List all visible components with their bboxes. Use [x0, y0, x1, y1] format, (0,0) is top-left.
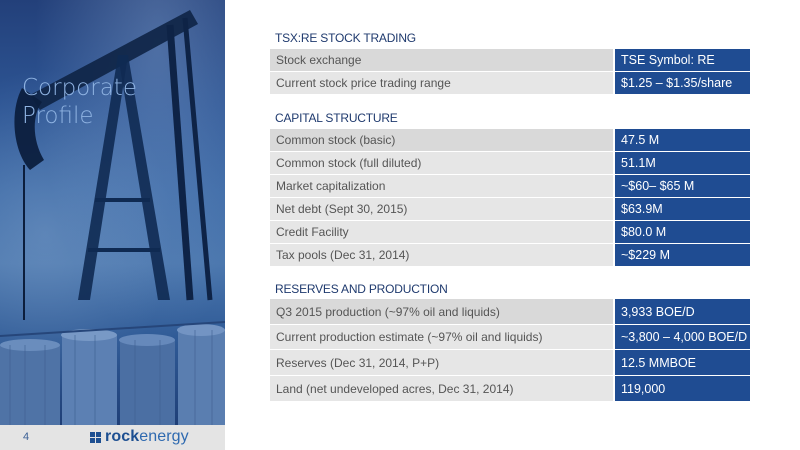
- table-row: Credit Facility $80.0 M: [270, 221, 750, 243]
- section-title-stock-trading: TSX:RE STOCK TRADING: [275, 31, 416, 45]
- oil-pumpjack-photo: Corporate Profile: [0, 0, 225, 425]
- row-value: $80.0 M: [615, 221, 750, 243]
- row-value: 3,933 BOE/D: [615, 299, 750, 324]
- page-title: Corporate Profile: [22, 74, 137, 130]
- row-label: Net debt (Sept 30, 2015): [270, 198, 613, 220]
- row-value: 51.1M: [615, 152, 750, 174]
- table-row: Market capitalization ~$60– $65 M: [270, 175, 750, 197]
- row-value: ~3,800 – 4,000 BOE/D: [615, 325, 750, 349]
- section-title-reserves-production: RESERVES AND PRODUCTION: [275, 282, 448, 296]
- logo-mark-icon: [90, 431, 101, 443]
- logo-text-light: energy: [139, 428, 189, 445]
- table-row: Net debt (Sept 30, 2015) $63.9M: [270, 198, 750, 220]
- section-title-capital-structure: CAPITAL STRUCTURE: [275, 111, 398, 125]
- row-value: $63.9M: [615, 198, 750, 220]
- row-value: ~$60– $65 M: [615, 175, 750, 197]
- row-label: Reserves (Dec 31, 2014, P+P): [270, 350, 613, 375]
- table-row: Q3 2015 production (~97% oil and liquids…: [270, 299, 750, 324]
- row-value: TSE Symbol: RE: [615, 49, 750, 71]
- table-row: Common stock (full diluted) 51.1M: [270, 152, 750, 174]
- page-number: 4: [22, 431, 30, 443]
- row-label: Market capitalization: [270, 175, 613, 197]
- row-value: 119,000: [615, 376, 750, 401]
- row-value: ~$229 M: [615, 244, 750, 266]
- page-title-line-2: Profile: [22, 103, 94, 129]
- row-value: 12.5 MMBOE: [615, 350, 750, 375]
- footer-page-area: [0, 425, 60, 450]
- row-label: Tax pools (Dec 31, 2014): [270, 244, 613, 266]
- row-label: Q3 2015 production (~97% oil and liquids…: [270, 299, 613, 324]
- logo-wordmark: rockenergy: [105, 428, 189, 446]
- row-value: 47.5 M: [615, 129, 750, 151]
- company-logo: rockenergy: [90, 427, 189, 447]
- row-label: Stock exchange: [270, 49, 613, 71]
- footer-logo-area: [60, 425, 225, 450]
- row-label: Land (net undeveloped acres, Dec 31, 201…: [270, 376, 613, 401]
- page-title-line-1: Corporate: [22, 75, 137, 101]
- table-row: Tax pools (Dec 31, 2014) ~$229 M: [270, 244, 750, 266]
- row-value: $1.25 – $1.35/share: [615, 72, 750, 94]
- row-label: Credit Facility: [270, 221, 613, 243]
- table-row: Stock exchange TSE Symbol: RE: [270, 49, 750, 71]
- table-row: Current stock price trading range $1.25 …: [270, 72, 750, 94]
- row-label: Common stock (basic): [270, 129, 613, 151]
- table-row: Current production estimate (~97% oil an…: [270, 325, 750, 349]
- row-label: Current stock price trading range: [270, 72, 613, 94]
- row-label: Current production estimate (~97% oil an…: [270, 325, 613, 349]
- logo-text-bold: rock: [105, 428, 140, 445]
- row-label: Common stock (full diluted): [270, 152, 613, 174]
- table-row: Land (net undeveloped acres, Dec 31, 201…: [270, 376, 750, 401]
- table-row: Reserves (Dec 31, 2014, P+P) 12.5 MMBOE: [270, 350, 750, 375]
- pumpjack-silhouette-graphic: [0, 10, 225, 425]
- table-row: Common stock (basic) 47.5 M: [270, 129, 750, 151]
